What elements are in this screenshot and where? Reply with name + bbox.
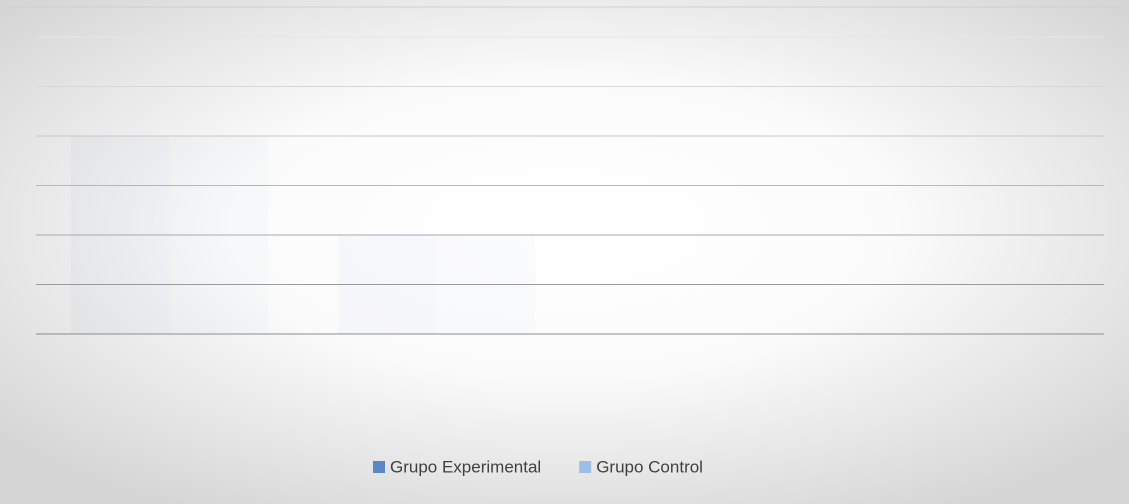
bar — [169, 136, 269, 334]
legend-label: Grupo Experimental — [390, 457, 541, 476]
legend-swatch — [373, 461, 385, 473]
legend-swatch — [579, 461, 592, 473]
legend-label: Grupo Control — [596, 457, 703, 476]
bar — [436, 235, 536, 334]
bar — [70, 136, 170, 334]
bar — [337, 235, 437, 334]
